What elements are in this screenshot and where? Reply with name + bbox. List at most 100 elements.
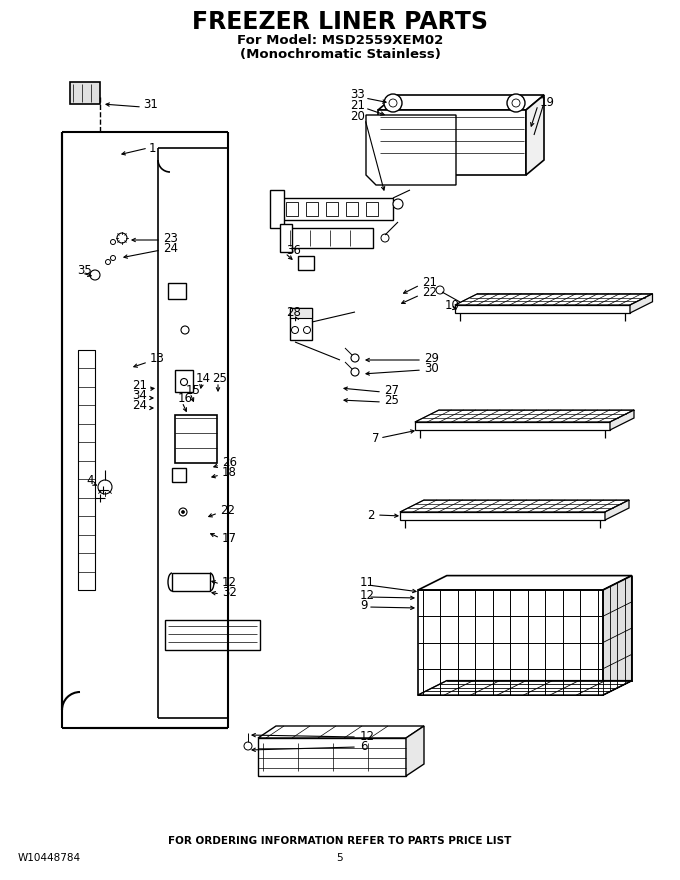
Polygon shape — [400, 500, 629, 512]
Bar — [418, 590, 603, 695]
Circle shape — [292, 326, 299, 334]
Bar — [290, 308, 312, 318]
Polygon shape — [415, 422, 610, 430]
Circle shape — [351, 354, 359, 362]
Polygon shape — [605, 500, 629, 520]
Circle shape — [389, 99, 397, 107]
Bar — [326, 202, 338, 216]
Circle shape — [180, 378, 188, 385]
Text: 22: 22 — [422, 285, 437, 298]
Bar — [165, 620, 260, 650]
Text: 25: 25 — [212, 371, 227, 385]
Circle shape — [381, 234, 389, 242]
Polygon shape — [418, 576, 632, 590]
Text: 2: 2 — [367, 509, 375, 522]
Bar — [270, 190, 284, 228]
Text: 7: 7 — [372, 431, 379, 444]
Polygon shape — [603, 576, 632, 695]
Polygon shape — [258, 738, 406, 776]
Text: 33: 33 — [350, 87, 364, 100]
Text: 1: 1 — [149, 142, 156, 155]
Polygon shape — [258, 726, 424, 738]
Bar — [172, 573, 210, 591]
Text: 24: 24 — [132, 399, 147, 412]
Text: 22: 22 — [220, 503, 235, 517]
Polygon shape — [610, 410, 634, 430]
Text: 30: 30 — [424, 362, 439, 375]
Polygon shape — [366, 115, 456, 185]
Text: 18: 18 — [222, 466, 237, 479]
Text: 12: 12 — [360, 730, 375, 743]
Text: 5: 5 — [337, 853, 343, 863]
Text: 34: 34 — [132, 388, 147, 401]
Text: 23: 23 — [163, 231, 178, 245]
Text: 31: 31 — [143, 98, 158, 111]
Text: 29: 29 — [424, 351, 439, 364]
Circle shape — [512, 99, 520, 107]
Polygon shape — [455, 305, 630, 313]
Circle shape — [303, 326, 311, 334]
Text: 12: 12 — [360, 589, 375, 602]
Circle shape — [105, 260, 111, 265]
Bar — [175, 370, 193, 392]
Text: 26: 26 — [222, 456, 237, 468]
Circle shape — [436, 286, 444, 294]
Text: 15: 15 — [186, 384, 201, 397]
Circle shape — [507, 94, 525, 112]
Text: 17: 17 — [222, 532, 237, 545]
Circle shape — [244, 742, 252, 750]
Circle shape — [117, 233, 127, 243]
Text: 13: 13 — [150, 351, 165, 364]
Text: 19: 19 — [540, 96, 555, 108]
Circle shape — [90, 270, 100, 280]
Bar — [290, 308, 312, 340]
Text: 9: 9 — [360, 598, 367, 612]
Text: FREEZER LINER PARTS: FREEZER LINER PARTS — [192, 10, 488, 34]
Text: 35: 35 — [77, 263, 92, 276]
Text: 20: 20 — [350, 109, 365, 122]
Text: 4: 4 — [86, 473, 94, 487]
Circle shape — [181, 326, 189, 334]
Circle shape — [182, 510, 184, 514]
Bar — [175, 415, 217, 463]
Text: 12: 12 — [222, 576, 237, 589]
Bar — [366, 202, 378, 216]
Bar — [306, 202, 318, 216]
Text: 16: 16 — [178, 392, 193, 405]
Polygon shape — [378, 110, 526, 175]
Text: 24: 24 — [163, 241, 178, 254]
Polygon shape — [418, 680, 632, 695]
Circle shape — [110, 239, 116, 245]
Bar — [298, 256, 314, 270]
Bar — [172, 468, 186, 482]
Polygon shape — [630, 294, 653, 313]
Circle shape — [384, 94, 402, 112]
Text: 21: 21 — [422, 275, 437, 289]
Bar — [70, 82, 100, 104]
Text: For Model: MSD2559XEM02: For Model: MSD2559XEM02 — [237, 33, 443, 47]
Bar — [283, 228, 373, 248]
Text: 11: 11 — [360, 576, 375, 589]
Polygon shape — [378, 95, 544, 110]
Text: 28: 28 — [286, 305, 301, 319]
Circle shape — [351, 368, 359, 376]
Polygon shape — [526, 95, 544, 175]
Circle shape — [98, 480, 112, 494]
Text: 32: 32 — [222, 585, 237, 598]
Circle shape — [179, 508, 187, 516]
Text: (Monochromatic Stainless): (Monochromatic Stainless) — [239, 48, 441, 61]
Text: 10: 10 — [445, 298, 460, 312]
Polygon shape — [455, 294, 653, 305]
Polygon shape — [406, 726, 424, 776]
Text: W10448784: W10448784 — [18, 853, 81, 863]
Text: 14: 14 — [196, 371, 211, 385]
Bar — [280, 224, 292, 252]
Bar — [168, 283, 186, 299]
Polygon shape — [415, 410, 634, 422]
Text: 36: 36 — [286, 244, 301, 256]
Bar — [286, 202, 298, 216]
Text: 25: 25 — [384, 393, 399, 407]
Text: 27: 27 — [384, 384, 399, 397]
Text: FOR ORDERING INFORMATION REFER TO PARTS PRICE LIST: FOR ORDERING INFORMATION REFER TO PARTS … — [169, 836, 511, 846]
Circle shape — [393, 199, 403, 209]
